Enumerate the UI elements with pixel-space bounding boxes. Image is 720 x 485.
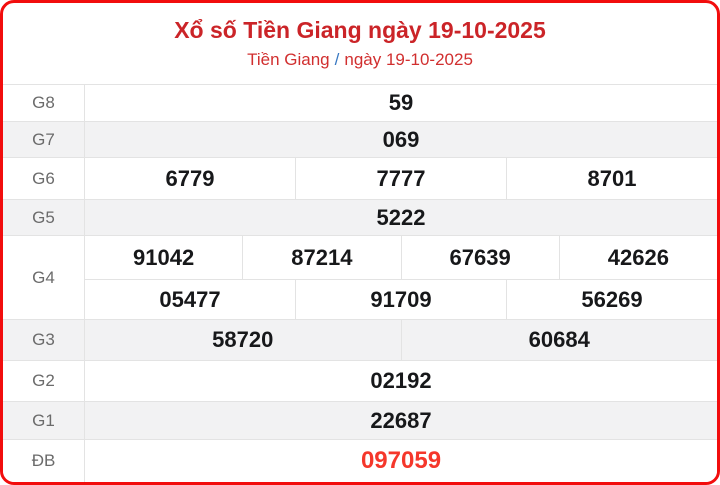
- prize-value-g4-3: 67639: [400, 236, 559, 279]
- prize-value-g1: 22687: [370, 407, 432, 433]
- page-title: Xổ số Tiền Giang ngày 19-10-2025: [174, 17, 546, 43]
- prize-label-g5: G5: [3, 200, 85, 235]
- prize-value-g4-6: 91709: [295, 280, 506, 319]
- prize-value-g8: 59: [388, 90, 414, 115]
- breadcrumb-separator: /: [334, 49, 340, 69]
- prize-value-g6-2: 7777: [295, 158, 506, 199]
- prize-value-g4-2: 87214: [242, 236, 400, 279]
- prize-value-db: 097059: [360, 447, 442, 474]
- prize-value-g4-1: 91042: [133, 244, 195, 270]
- prize-row-db: ĐB 097059: [3, 439, 717, 482]
- breadcrumb-date-link[interactable]: ngày 19-10-2025: [344, 49, 473, 69]
- prize-row-g2: G2 02192: [3, 360, 717, 401]
- prize-label-g3: G3: [3, 320, 85, 360]
- prize-row-g4-line2: 05477 91709 56269: [85, 279, 717, 319]
- prize-row-g5: G5 5222: [3, 199, 717, 235]
- prize-label-g2: G2: [3, 361, 85, 401]
- prize-value-g7: 069: [382, 126, 420, 152]
- prize-row-g8: G8 59: [3, 85, 717, 121]
- prize-value-g3-1: 58720: [212, 327, 274, 352]
- prize-value-g6-1: 6779: [165, 165, 215, 191]
- prize-value-g5: 5222: [376, 204, 426, 230]
- results-header: Xổ số Tiền Giang ngày 19-10-2025 Tiền Gi…: [3, 3, 717, 85]
- prize-row-g4-line1: 91042 87214 67639 42626: [85, 236, 717, 279]
- prize-row-g1: G1 22687: [3, 401, 717, 439]
- prize-row-g6: G6 6779 7777 8701: [3, 157, 717, 199]
- prize-row-g3: G3 58720 60684: [3, 319, 717, 360]
- breadcrumb: Tiền Giang / ngày 19-10-2025: [3, 50, 717, 70]
- prize-value-g4-5: 05477: [159, 286, 221, 312]
- prize-value-g4-4: 42626: [558, 236, 717, 279]
- breadcrumb-province-link[interactable]: Tiền Giang: [247, 49, 330, 69]
- prize-label-g4: G4: [3, 236, 85, 319]
- prize-row-g4: G4 91042 87214 67639 42626 05477 91709 5…: [3, 235, 717, 319]
- prize-label-db: ĐB: [3, 440, 85, 482]
- prize-row-g7: G7 069: [3, 121, 717, 157]
- prize-label-g8: G8: [3, 85, 85, 121]
- prize-value-g3-2: 60684: [400, 320, 718, 360]
- prize-value-g4-7: 56269: [506, 280, 717, 319]
- prize-value-g2: 02192: [370, 368, 432, 393]
- prize-value-g6-3: 8701: [506, 158, 717, 199]
- prize-label-g7: G7: [3, 122, 85, 157]
- prize-label-g1: G1: [3, 402, 85, 439]
- prize-table: G8 59 G7 069 G6 6779 7777 8701 G5 5222: [3, 85, 717, 482]
- prize-label-g6: G6: [3, 158, 85, 199]
